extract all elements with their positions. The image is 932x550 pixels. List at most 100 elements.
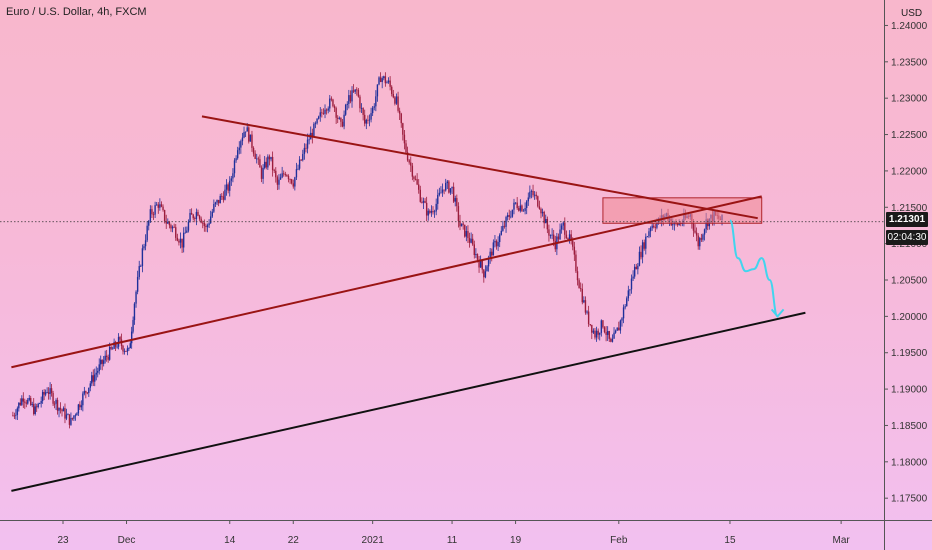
candle-body xyxy=(491,251,493,256)
candle-body xyxy=(260,167,263,179)
candle-body xyxy=(637,265,639,270)
candle-body xyxy=(373,106,375,108)
candle-body xyxy=(119,337,121,340)
candle-body xyxy=(630,278,633,290)
candle xyxy=(422,197,425,210)
candle xyxy=(371,106,374,117)
candle xyxy=(295,162,298,180)
candle-body xyxy=(267,156,269,168)
candle-body xyxy=(143,246,145,249)
candle xyxy=(303,143,306,160)
candle xyxy=(535,191,537,200)
candle xyxy=(94,368,96,387)
candle xyxy=(413,175,415,183)
candle-body xyxy=(194,218,196,220)
candle xyxy=(267,154,269,170)
candle-body xyxy=(179,238,182,243)
candle xyxy=(77,403,80,416)
candle-body xyxy=(476,253,479,260)
candle xyxy=(527,192,529,206)
candle-body xyxy=(557,236,560,240)
candle xyxy=(700,233,703,242)
candle xyxy=(340,117,342,128)
candle-body xyxy=(273,170,275,171)
candle-body xyxy=(162,206,164,211)
candle xyxy=(71,417,74,421)
candle-body xyxy=(383,76,385,79)
candle-body xyxy=(41,391,44,402)
y-tick-label: 1.22500 xyxy=(891,130,928,141)
candle xyxy=(259,154,261,168)
countdown-badge: 02:04:30 xyxy=(886,230,928,245)
candle-body xyxy=(565,234,568,239)
candle-body xyxy=(316,118,318,124)
candle xyxy=(546,216,549,234)
candle xyxy=(241,132,244,146)
candle xyxy=(321,108,323,118)
candle-body xyxy=(406,152,409,161)
candle xyxy=(584,296,587,315)
candle xyxy=(278,174,280,190)
candle xyxy=(605,325,607,342)
candle-body xyxy=(116,346,118,348)
candle-body xyxy=(61,409,63,412)
candle xyxy=(221,193,223,200)
candle-body xyxy=(36,406,38,408)
candle xyxy=(356,87,358,96)
candle xyxy=(302,149,304,162)
candle-body xyxy=(257,158,260,160)
candle xyxy=(529,185,531,200)
candle xyxy=(379,72,382,83)
candle-body xyxy=(583,300,585,303)
candle-body xyxy=(217,199,220,204)
candle-body xyxy=(170,225,172,229)
candle xyxy=(370,107,372,123)
candle-body xyxy=(110,347,112,349)
candle-body xyxy=(437,194,439,204)
candle xyxy=(387,77,390,84)
candle-body xyxy=(160,204,163,207)
candle xyxy=(257,156,260,165)
candle-body xyxy=(163,210,166,222)
candle xyxy=(599,332,601,341)
candle-body xyxy=(408,160,410,163)
candle xyxy=(36,403,38,412)
candle-body xyxy=(359,96,361,109)
candle-body xyxy=(294,177,296,187)
candle-body xyxy=(624,306,626,308)
candle xyxy=(508,209,510,221)
candle-body xyxy=(500,230,502,235)
candle-body xyxy=(236,150,239,159)
candle-body xyxy=(654,227,657,228)
candle xyxy=(595,326,598,342)
candle xyxy=(159,198,161,211)
candle-body xyxy=(422,200,425,203)
candle xyxy=(365,118,368,130)
candle xyxy=(213,199,215,213)
candle xyxy=(95,366,97,381)
candle xyxy=(429,209,431,215)
candle xyxy=(397,91,399,113)
x-tick-label: Feb xyxy=(610,535,628,546)
candle-body xyxy=(648,231,650,237)
candle-body xyxy=(208,223,210,226)
candle-body xyxy=(672,224,674,226)
candle-body xyxy=(543,211,545,224)
candle xyxy=(589,323,591,327)
candle xyxy=(640,245,642,260)
candle-body xyxy=(564,222,566,235)
candle xyxy=(182,227,185,253)
candle xyxy=(445,178,447,192)
candle-body xyxy=(533,194,536,196)
candle-body xyxy=(209,216,212,224)
candle-body xyxy=(132,320,134,332)
candle xyxy=(530,189,533,199)
candle-body xyxy=(18,402,20,409)
candle-body xyxy=(133,303,136,321)
candle-body xyxy=(602,320,604,328)
candle-body xyxy=(49,388,51,395)
candle xyxy=(383,75,385,81)
candle xyxy=(136,270,139,295)
candle-body xyxy=(678,223,680,225)
